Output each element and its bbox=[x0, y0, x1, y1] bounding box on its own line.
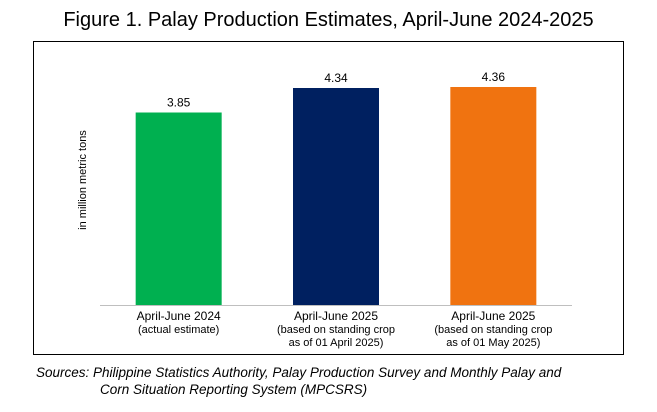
category-label-3-line-1: April-June 2025 bbox=[451, 309, 535, 323]
category-label-1-line-2: (actual estimate) bbox=[138, 324, 219, 336]
bar-2 bbox=[293, 88, 379, 305]
category-label-2-line-3: as of 01 April 2025) bbox=[289, 337, 384, 349]
category-label-3-line-3: as of 01 May 2025) bbox=[446, 337, 540, 349]
category-label-1-line-1: April-June 2024 bbox=[137, 309, 221, 323]
category-label-2-line-2: (based on standing crop bbox=[277, 324, 395, 336]
value-label-1: 3.85 bbox=[167, 96, 191, 110]
y-axis-label: in million metric tons bbox=[77, 130, 89, 230]
value-label-3: 4.36 bbox=[482, 70, 506, 84]
category-labels-group: April-June 2024(actual estimate) April-Ju… bbox=[137, 309, 553, 349]
sources-line-2: Corn Situation Reporting System (MPCSRS) bbox=[100, 382, 368, 397]
category-label-2-line-1: April-June 2025 bbox=[294, 309, 378, 323]
category-label-3-line-2: (based on standing crop bbox=[434, 324, 552, 336]
value-label-2: 4.34 bbox=[324, 71, 348, 85]
value-labels-group: 3.85 4.34 4.36 bbox=[167, 70, 505, 110]
bar-1 bbox=[135, 112, 222, 305]
bar-3 bbox=[450, 87, 537, 305]
chart-title: Figure 1. Palay Production Estimates, Ap… bbox=[63, 9, 594, 31]
chart-frame bbox=[33, 41, 624, 355]
bars-group bbox=[135, 87, 537, 305]
sources-line-1: Sources: Philippine Statistics Authority… bbox=[36, 365, 562, 380]
sources-note: Sources: Philippine Statistics Authority… bbox=[36, 364, 636, 398]
